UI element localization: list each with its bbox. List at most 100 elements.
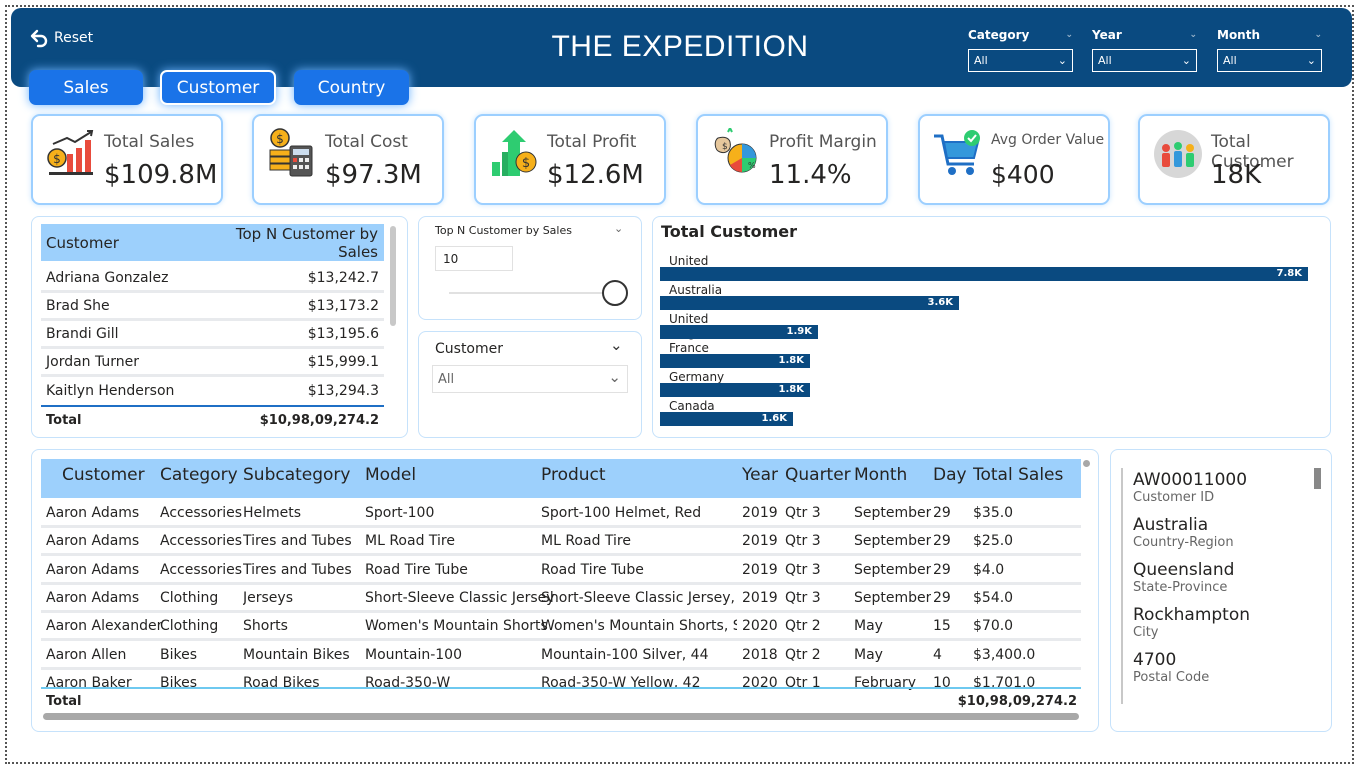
country-value: Australia [1133,515,1209,535]
year-filter[interactable]: Year ⌄ All ⌄ [1092,28,1197,72]
detail-table-body: Aaron Adams Accessories Helmets Sport-100 Sp… [41,500,1081,690]
customer-sales: $13,294.3 [307,383,379,399]
table-cell: $35.0 [973,505,1014,521]
category-filter[interactable]: Category ⌄ All ⌄ [968,28,1073,72]
column-header[interactable]: Quarter [785,465,851,485]
column-header-customer[interactable]: Customer [46,233,119,252]
kpi-label: Total Sales [104,132,195,152]
table-cell: 29 [933,533,951,550]
table-row[interactable]: Aaron Alexander Clothing Shorts Women's Mou… [41,613,1081,642]
scrollbar-thumb[interactable] [1314,468,1321,489]
column-header[interactable]: Total Sales [973,465,1064,485]
bar[interactable]: 7.8K [660,267,1308,281]
customer-id-label: Customer ID [1133,490,1215,505]
bar[interactable]: 1.6K [660,412,793,426]
customer-dropdown[interactable]: All ⌄ [432,365,628,393]
chevron-down-icon[interactable]: ⌄ [614,222,624,235]
chevron-down-icon: ⌄ [608,368,621,386]
table-cell: Accessories [160,533,243,550]
reset-button[interactable]: Reset [30,28,93,48]
bar[interactable]: 1.8K [660,354,810,368]
kpi-label: Total Profit [547,132,637,152]
shopping-cart-icon [934,130,980,175]
table-cell: May [854,646,883,663]
city-value: Rockhampton [1133,605,1251,625]
bar[interactable]: 1.8K [660,383,810,397]
bar[interactable]: 1.9K [660,325,818,339]
total-value: $10,98,09,274.2 [259,412,379,428]
tab-country[interactable]: Country [294,70,409,105]
postal-code-value: 4700 [1133,650,1177,670]
margin-pie-icon: $% [714,128,757,173]
table-cell: Road Tire Tube [541,561,644,578]
chevron-down-icon[interactable]: ⌄ [610,336,623,354]
table-cell: Qtr 3 [785,561,821,578]
table-cell: Qtr 2 [785,646,821,663]
bar[interactable]: 3.6K [660,296,959,310]
kpi-label: Total Cost [325,132,408,152]
customer-name: Brad She [46,297,110,314]
column-header[interactable]: Year [742,465,778,485]
column-header[interactable]: Category [160,465,238,485]
column-header[interactable]: Subcategory [243,465,351,485]
table-row[interactable]: Aaron Baker Bikes Road Bikes Road-350-W Road… [41,670,1081,690]
table-cell: Road Tire Tube [365,561,468,578]
table-cell: Helmets [243,505,302,521]
topn-slider-track[interactable] [449,292,615,294]
table-cell: Aaron Adams [46,505,140,521]
table-cell: 29 [933,561,951,578]
total-label: Total [46,694,82,709]
category-dropdown[interactable]: All ⌄ [968,49,1073,72]
table-cell: Short-Sleeve Classic Jersey, M [541,589,737,606]
profit-arrow-icon: $ [492,130,537,176]
topn-value-input[interactable]: 10 [435,246,513,271]
customer-sales: $13,173.2 [307,297,379,314]
table-row[interactable]: Aaron Allen Bikes Mountain Bikes Mountain-1… [41,642,1081,670]
table-cell: 2019 [742,533,778,550]
table-cell: September [854,561,932,578]
horizontal-scrollbar[interactable] [43,713,1079,720]
bar-data-label: 1.8K [778,355,804,366]
svg-text:$: $ [53,152,61,166]
table-row[interactable]: Aaron Adams Accessories Tires and Tubes ML … [41,528,1081,557]
column-header-top-n-sales[interactable]: Top N Customer by Sales [235,224,378,261]
customer-id-value: AW00011000 [1133,470,1248,490]
table-row[interactable]: Aaron Adams Accessories Tires and Tubes Roa… [41,557,1081,585]
reset-label: Reset [54,30,94,46]
month-dropdown[interactable]: All ⌄ [1217,49,1322,72]
tab-customer[interactable]: Customer [160,70,276,105]
chevron-down-icon: ⌄ [1057,54,1067,67]
column-header[interactable]: Model [365,465,417,485]
svg-text:$: $ [276,132,284,146]
undo-arrow-icon [30,29,48,48]
table-row[interactable]: Jordan Turner $15,999.1 [41,349,384,377]
bar-category-label: France [669,341,709,355]
table-row[interactable]: Brandi Gill $13,195.6 [41,321,384,349]
tab-sales[interactable]: Sales [29,70,143,105]
table-cell: Aaron Adams [46,561,140,578]
customer-slicer-panel [418,331,642,438]
table-cell: Short-Sleeve Classic Jersey [365,589,555,606]
table-row[interactable]: Brad She $13,173.2 [41,293,384,321]
column-header[interactable]: Month [854,465,908,485]
month-filter[interactable]: Month ⌄ All ⌄ [1217,28,1322,72]
year-dropdown[interactable]: All ⌄ [1092,49,1197,72]
table-row[interactable]: Aaron Adams Accessories Helmets Sport-100 Sp… [41,500,1081,528]
table-row[interactable]: Adriana Gonzalez $13,242.7 [41,265,384,293]
table-cell: ML Road Tire [541,533,631,550]
people-group-icon [1154,130,1202,178]
column-header[interactable]: Customer [62,465,145,485]
table-row[interactable]: Kaitlyn Henderson $13,294.3 [41,377,384,405]
customer-name: Jordan Turner [46,353,140,370]
table-cell: 2019 [742,589,778,606]
column-header[interactable]: Day [933,465,967,485]
chevron-down-icon: ⌄ [1306,54,1316,67]
customer-name: Adriana Gonzalez [46,269,169,286]
svg-text:$: $ [522,156,530,171]
column-header[interactable]: Product [541,465,606,485]
topn-slider-thumb[interactable] [602,280,628,306]
table-row[interactable]: Aaron Adams Clothing Jerseys Short-Sleeve C… [41,585,1081,613]
table-cell: Clothing [160,589,219,606]
vertical-scrollbar[interactable] [1083,460,1090,467]
scrollbar-thumb[interactable] [390,226,396,326]
